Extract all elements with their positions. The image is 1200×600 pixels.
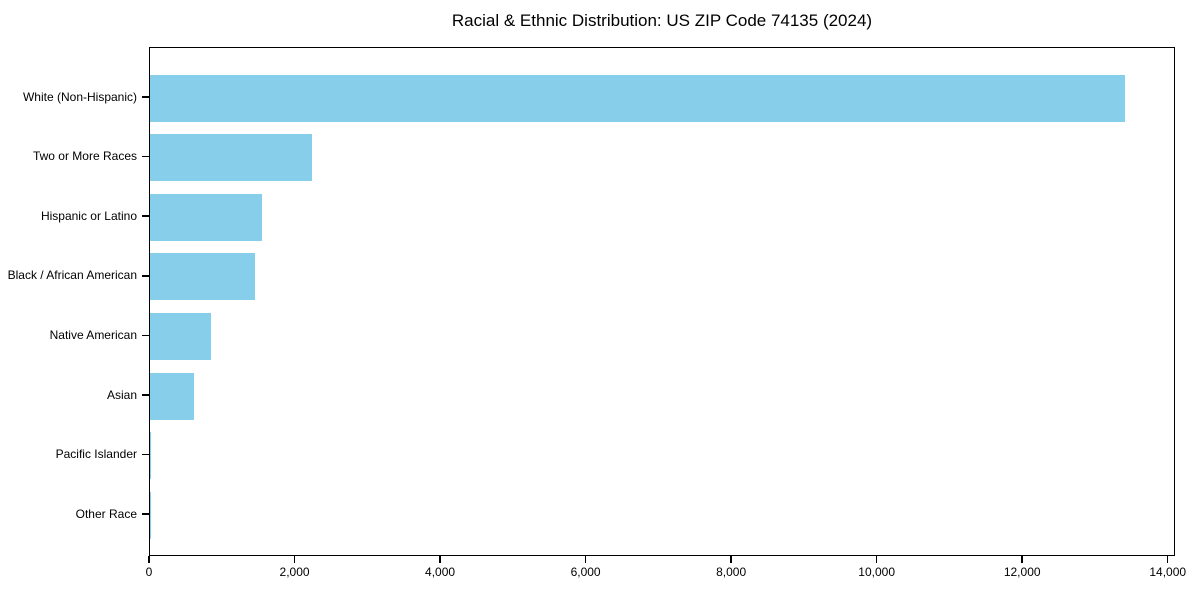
x-tick	[439, 556, 441, 563]
x-tick-label: 6,000	[570, 565, 601, 579]
y-tick	[142, 275, 149, 277]
plot-area	[149, 47, 1175, 556]
x-tick	[1166, 556, 1169, 563]
y-tick	[142, 334, 149, 337]
bar-asian	[150, 372, 194, 420]
y-tick	[142, 155, 149, 158]
bar-hispanic-or-latino	[150, 193, 263, 241]
y-tick-label: Native American	[49, 327, 137, 342]
y-tick-label: Pacific Islander	[55, 447, 137, 462]
x-tick	[875, 556, 878, 563]
y-tick-label: Hispanic or Latino	[40, 208, 137, 223]
y-tick-label: Asian	[106, 387, 137, 402]
x-tick-label: 2,000	[279, 565, 310, 579]
y-tick-label: White (Non-Hispanic)	[22, 89, 137, 104]
bar-native-american	[150, 312, 212, 360]
y-tick	[142, 453, 149, 456]
x-tick	[148, 556, 150, 563]
x-tick-label: 0	[145, 565, 153, 579]
x-tick-label: 4,000	[425, 565, 456, 579]
x-tick-label: 10,000	[858, 565, 896, 579]
y-tick-label: Other Race	[75, 506, 137, 521]
bar-white-non-hispanic	[150, 74, 1126, 122]
y-tick-label: Two or More Races	[32, 149, 137, 164]
bar-black-african-american	[150, 253, 255, 301]
x-tick-label: 14,000	[1149, 565, 1187, 579]
x-tick	[730, 556, 732, 563]
y-tick	[142, 215, 149, 217]
x-tick	[584, 556, 587, 563]
y-tick	[142, 394, 149, 396]
x-tick	[293, 556, 296, 563]
chart-title: Racial & Ethnic Distribution: US ZIP Cod…	[451, 11, 873, 30]
y-tick	[142, 96, 149, 98]
y-tick-label: Black / African American	[7, 268, 137, 283]
y-tick	[142, 513, 149, 515]
bar-two-or-more-races	[150, 134, 313, 182]
x-tick-label: 8,000	[716, 565, 747, 579]
x-tick-label: 12,000	[1003, 565, 1041, 579]
bar-pacific-islander	[150, 432, 152, 480]
bar-other-race	[150, 491, 151, 539]
x-tick	[1021, 556, 1023, 563]
